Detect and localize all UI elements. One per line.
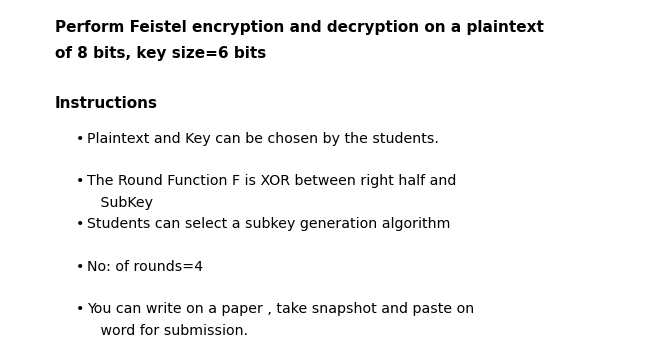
- Text: Students can select a subkey generation algorithm: Students can select a subkey generation …: [87, 217, 451, 231]
- Text: SubKey: SubKey: [87, 196, 153, 210]
- Text: •: •: [76, 174, 85, 188]
- Text: Instructions: Instructions: [55, 96, 158, 111]
- Text: word for submission.: word for submission.: [87, 324, 248, 338]
- Text: Plaintext and Key can be chosen by the students.: Plaintext and Key can be chosen by the s…: [87, 132, 439, 146]
- Text: Perform Feistel encryption and decryption on a plaintext: Perform Feistel encryption and decryptio…: [55, 20, 544, 35]
- Text: of 8 bits, key size=6 bits: of 8 bits, key size=6 bits: [55, 46, 266, 61]
- Text: •: •: [76, 260, 85, 274]
- Text: •: •: [76, 302, 85, 316]
- Text: The Round Function F is XOR between right half and: The Round Function F is XOR between righ…: [87, 174, 457, 188]
- Text: •: •: [76, 217, 85, 231]
- Text: You can write on a paper , take snapshot and paste on: You can write on a paper , take snapshot…: [87, 302, 474, 316]
- Text: No: of rounds=4: No: of rounds=4: [87, 260, 203, 274]
- Text: •: •: [76, 132, 85, 146]
